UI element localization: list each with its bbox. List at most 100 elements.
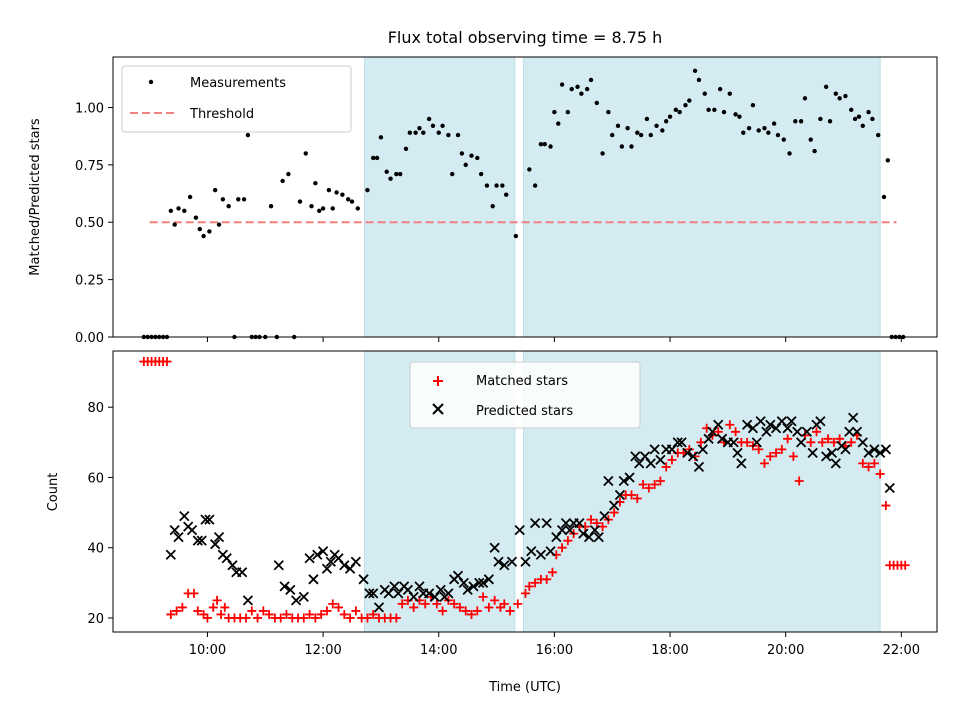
predicted-star-point — [169, 525, 180, 536]
measurement-point — [220, 197, 226, 202]
matched-star-point — [472, 606, 482, 616]
measurement-point — [876, 132, 881, 138]
x-tick-label: 20:00 — [767, 643, 804, 658]
measurement-point — [644, 116, 650, 122]
predicted-star-point — [795, 437, 807, 448]
y-tick-label: 0.25 — [75, 274, 104, 289]
measurement-point — [584, 86, 590, 92]
matched-star-point — [202, 613, 212, 623]
predicted-star-point — [821, 451, 832, 462]
measurement-point — [683, 102, 688, 108]
matched-star-point — [759, 458, 769, 468]
matched-star-point — [542, 574, 552, 584]
bottom-y-ticks: 20 40 60 80 — [87, 401, 113, 627]
predicted-star-point — [179, 510, 190, 522]
matched-star-point — [253, 613, 263, 623]
measurement-point — [741, 130, 746, 135]
matched-star-point — [823, 434, 833, 444]
predicted-star-point — [541, 517, 552, 529]
predicted-star-point — [364, 588, 375, 599]
predicted-star-point — [593, 532, 604, 543]
measurement-point — [241, 197, 247, 202]
measurement-point — [403, 146, 409, 152]
measurement-point — [326, 187, 332, 193]
matched-star-point — [783, 434, 793, 444]
predicted-star-point — [801, 426, 813, 437]
predicted-star-point — [857, 437, 868, 448]
predicted-star-point — [682, 447, 693, 458]
measurement-point — [494, 183, 499, 188]
measurement-point — [692, 68, 698, 73]
predicted-star-point — [736, 458, 747, 469]
matched-star-point — [864, 462, 874, 472]
matched-star-point — [461, 606, 471, 616]
predicted-star-point — [761, 426, 772, 437]
matched-star-point — [322, 606, 332, 616]
matched-star-point — [765, 451, 775, 461]
predicted-star-point — [273, 560, 284, 571]
predicted-star-point — [358, 574, 369, 585]
y-tick-label: 60 — [87, 471, 104, 486]
predicted-star-point — [285, 584, 296, 595]
predicted-star-point — [186, 525, 198, 536]
measurement-point — [226, 203, 231, 209]
measurement-point — [475, 155, 480, 161]
measurement-point — [762, 125, 767, 131]
measurement-point — [771, 121, 777, 126]
measurement-point — [459, 151, 465, 156]
predicted-star-point — [880, 444, 892, 455]
predicted-star-point — [869, 444, 880, 455]
measurement-point — [721, 109, 727, 115]
measurement-point — [552, 109, 557, 115]
predicted-star-point — [815, 416, 826, 427]
matched-star-point — [162, 357, 172, 367]
predicted-star-point — [830, 458, 841, 469]
predicted-star-point — [298, 591, 309, 603]
predicted-star-point — [192, 535, 203, 546]
measurement-point — [737, 114, 742, 119]
predicted-star-point — [213, 532, 225, 543]
y-tick-label: 1.00 — [75, 101, 104, 116]
measurement-point — [384, 169, 389, 174]
measurement-point — [484, 183, 490, 188]
matched-star-point — [592, 518, 602, 528]
matched-star-point — [869, 458, 879, 468]
matched-star-point — [172, 606, 182, 616]
measurement-point — [303, 151, 308, 156]
measurement-point — [702, 91, 707, 96]
predicted-star-point — [535, 549, 547, 560]
measurement-point — [706, 107, 711, 112]
predicted-star-point — [350, 556, 361, 567]
matched-star-point — [557, 543, 567, 553]
measurement-point — [446, 132, 451, 138]
bottom-panel: 20 40 60 80 10:00 12:00 14:00 16:00 18:00 20:00 2… — [46, 350, 938, 695]
matched-star-point — [305, 609, 315, 619]
predicted-star-point — [242, 595, 254, 606]
predicted-star-point — [196, 535, 207, 546]
matched-star-point — [281, 609, 291, 619]
predicted-star-point — [210, 539, 221, 550]
matched-star-point — [299, 613, 309, 623]
predicted-star-point — [556, 525, 568, 536]
predicted-star-point — [716, 433, 728, 444]
predicted-star-point — [672, 437, 683, 448]
matched-star-point — [177, 602, 187, 612]
predicted-star-point — [863, 447, 874, 458]
measurement-point — [440, 123, 445, 129]
matched-star-point — [655, 476, 665, 486]
matched-star-point — [609, 508, 619, 518]
legend-matched-marker — [433, 376, 443, 386]
measurement-point — [417, 125, 422, 131]
matched-star-point — [835, 434, 845, 444]
predicted-star-point — [840, 444, 851, 455]
top-x-ticks — [206, 337, 902, 342]
measurement-point — [309, 203, 314, 209]
predicted-star-point — [697, 444, 708, 455]
measurement-point — [667, 114, 673, 119]
predicted-star-point — [529, 517, 541, 529]
measurement-point — [394, 171, 399, 177]
measurement-point — [349, 199, 355, 204]
legend-measurements-label: Measurements — [190, 76, 286, 91]
measurement-point — [565, 109, 571, 115]
predicted-star-point — [477, 577, 489, 588]
